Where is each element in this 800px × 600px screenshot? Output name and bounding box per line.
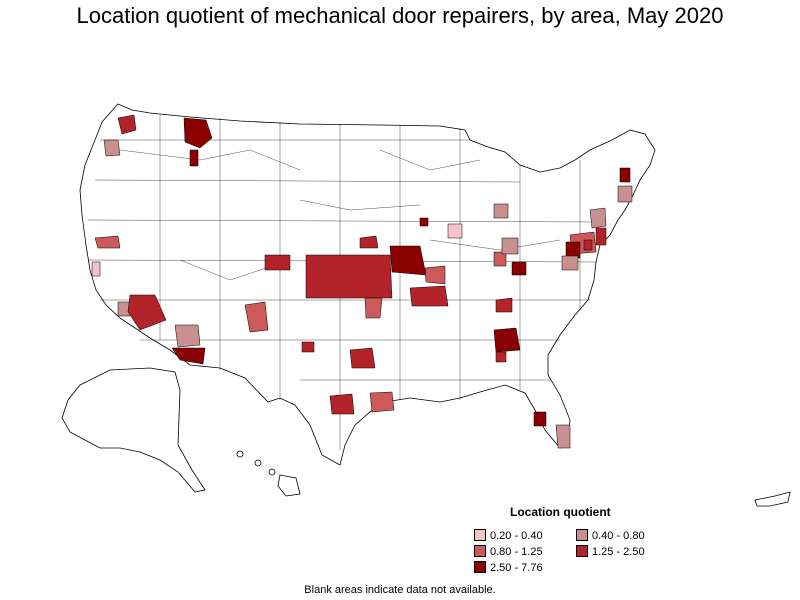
area-kentucky	[511, 261, 527, 276]
area-atlanta	[493, 327, 521, 353]
territory-islands	[754, 491, 791, 507]
legend-item: 2.50 - 7.76	[474, 561, 543, 574]
area-nm-south	[301, 341, 315, 353]
area-california-coast	[91, 261, 101, 277]
area-new-england	[617, 185, 633, 203]
area-arkansas	[409, 285, 449, 307]
area-kansas	[305, 254, 393, 299]
area-seattle	[117, 114, 137, 135]
legend-swatch	[474, 529, 486, 541]
area-tennessee	[495, 297, 513, 313]
area-miami	[555, 424, 571, 449]
area-maryland	[565, 241, 581, 259]
area-ohio	[501, 237, 519, 255]
legend-swatch	[474, 561, 486, 573]
area-kansas-city	[389, 245, 427, 276]
area-ny	[589, 207, 607, 229]
area-virginia	[561, 255, 579, 271]
legend-label: 0.40 - 0.80	[592, 530, 645, 542]
legend-label: 1.25 - 2.50	[592, 546, 645, 558]
legend-label: 2.50 - 7.76	[490, 562, 543, 574]
area-portland	[103, 139, 121, 157]
area-new-mexico	[244, 301, 269, 333]
area-houston	[369, 391, 395, 413]
area-new-hampshire	[619, 167, 631, 183]
area-arizona-south	[174, 324, 201, 348]
legend-swatch	[576, 529, 588, 541]
area-tampa	[533, 411, 547, 427]
area-iowa-small	[359, 235, 379, 249]
legend-item: 0.20 - 0.40	[474, 529, 543, 542]
area-oklahoma	[364, 297, 383, 319]
area-phoenix	[127, 294, 167, 331]
hawaii-islands	[236, 450, 301, 497]
area-idaho	[189, 149, 199, 167]
area-montana-west	[183, 117, 213, 149]
legend-title: Location quotient	[510, 505, 611, 519]
area-dallas	[349, 347, 376, 369]
area-missouri	[424, 265, 446, 285]
area-dc	[583, 239, 593, 251]
area-michigan	[493, 203, 509, 219]
footnote: Blank areas indicate data not available.	[304, 584, 496, 596]
area-tucson	[171, 347, 206, 365]
map-title: Location quotient of mechanical door rep…	[76, 3, 724, 28]
legend-item: 0.40 - 0.80	[576, 529, 645, 542]
area-sacramento	[94, 235, 121, 249]
legend-label: 0.80 - 1.25	[490, 546, 543, 558]
area-nj	[595, 227, 607, 246]
area-illinois	[447, 223, 463, 239]
alaska-outline	[61, 367, 206, 493]
legend-item: 0.80 - 1.25	[474, 545, 543, 558]
area-georgia-south	[495, 351, 507, 363]
legend-swatch	[474, 545, 486, 557]
area-austin	[329, 393, 355, 415]
area-regions	[91, 114, 633, 449]
area-utah	[264, 254, 291, 271]
area-wisconsin	[419, 217, 429, 227]
legend-item: 1.25 - 2.50	[576, 545, 645, 558]
area-los-angeles	[117, 301, 131, 317]
legend-swatch	[576, 545, 588, 557]
legend-label: 0.20 - 0.40	[490, 530, 543, 542]
